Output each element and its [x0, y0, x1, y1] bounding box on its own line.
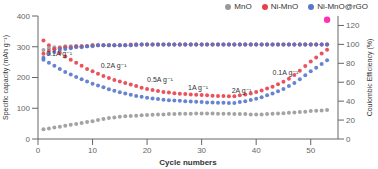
html-text:Ni-MnO: Ni-MnO [270, 2, 299, 11]
svg-text:0.5A g⁻¹: 0.5A g⁻¹ [147, 76, 174, 84]
svg-text:0.2A g⁻¹: 0.2A g⁻¹ [101, 62, 128, 70]
svg-text:1A g⁻¹: 1A g⁻¹ [188, 84, 209, 92]
svg-text:Coulombic Efficiency (%): Coulombic Efficiency (%) [366, 39, 370, 117]
svg-text:0.1A g⁻¹: 0.1A g⁻¹ [46, 50, 73, 58]
svg-text:10: 10 [88, 146, 97, 155]
svg-text:100: 100 [346, 40, 360, 49]
svg-text:40: 40 [346, 97, 355, 106]
svg-text:0: 0 [346, 135, 351, 144]
svg-text:20: 20 [143, 146, 152, 155]
svg-text:0: 0 [36, 146, 41, 155]
svg-text:60: 60 [346, 78, 355, 87]
html-text:Ni-MnO@rGO: Ni-MnO@rGO [317, 2, 368, 11]
svg-text:300: 300 [17, 43, 31, 52]
svg-text:0.1A g⁻¹: 0.1A g⁻¹ [273, 69, 300, 77]
svg-text:80: 80 [346, 59, 355, 68]
html-text:MnO: MnO [234, 2, 252, 11]
svg-text:120: 120 [346, 21, 360, 30]
svg-text:100: 100 [17, 104, 31, 113]
svg-text:2A g⁻¹: 2A g⁻¹ [232, 87, 253, 95]
svg-text:50: 50 [306, 146, 315, 155]
svg-text:400: 400 [17, 12, 31, 21]
svg-text:20: 20 [346, 116, 355, 125]
svg-text:Specific capacity (mAh g⁻¹): Specific capacity (mAh g⁻¹) [8, 35, 10, 120]
svg-text:30: 30 [197, 146, 206, 155]
svg-text:200: 200 [17, 73, 31, 82]
svg-text:Cycle numbers: Cycle numbers [159, 158, 217, 167]
svg-text:40: 40 [252, 146, 261, 155]
svg-text:0: 0 [26, 135, 31, 144]
